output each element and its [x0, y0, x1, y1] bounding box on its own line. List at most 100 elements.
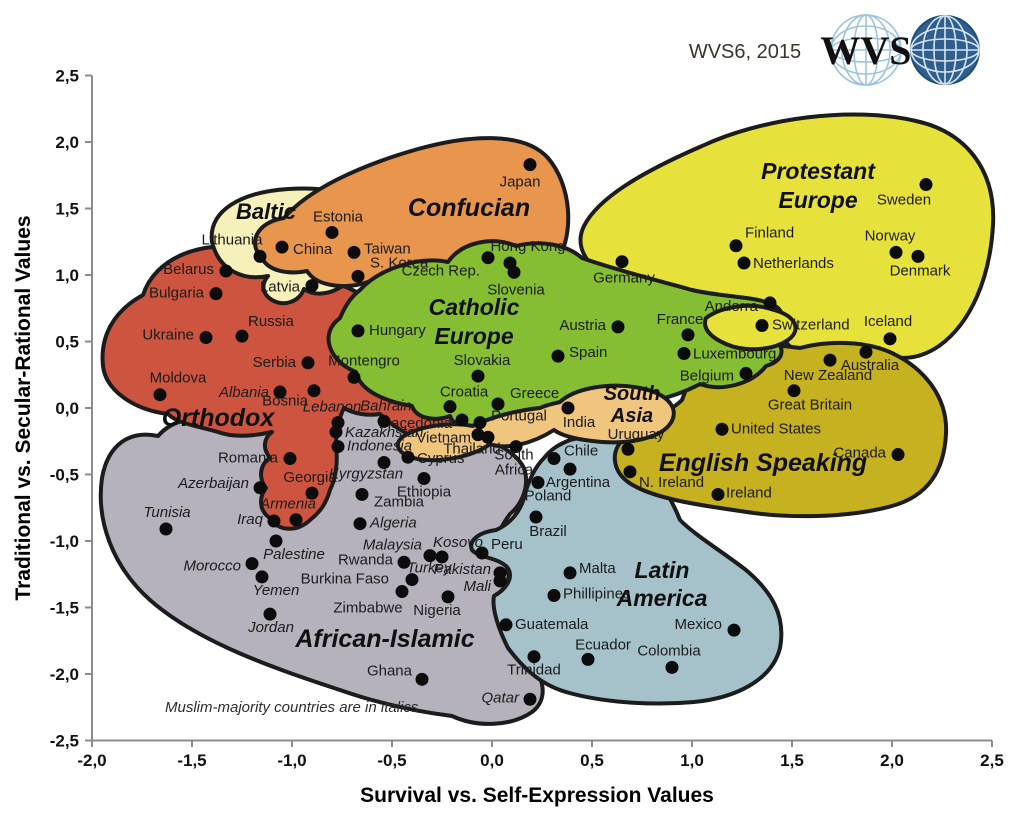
country-label-japan: Japan — [500, 174, 541, 191]
country-label-morocco: Morocco — [183, 558, 241, 575]
country-label-algeria: Algeria — [369, 515, 417, 532]
country-dot-ireland — [711, 487, 725, 501]
country-label-canada: Canada — [833, 445, 886, 462]
x-tick-label: -0,5 — [377, 751, 406, 770]
country-dot-india — [561, 401, 575, 415]
country-dot-bosnia — [307, 384, 321, 398]
country-label-kazakhstan: Kazakhstan — [345, 424, 423, 441]
wvs-logo: WVS — [820, 14, 912, 86]
country-label-zambia: Zambia — [374, 493, 425, 510]
country-dot-kyrgyzstan — [377, 456, 391, 470]
x-tick-label: -1,5 — [177, 751, 206, 770]
country-dot-jordan — [263, 607, 277, 621]
country-label-spain: Spain — [569, 344, 607, 361]
country-label-burkina-faso: Burkina Faso — [301, 571, 389, 588]
country-label-croatia: Croatia — [440, 384, 489, 401]
country-dot-iraq — [267, 514, 281, 528]
country-dot-taiwan — [347, 245, 361, 259]
country-label-vietnam: Vietnam — [416, 430, 471, 447]
country-dot-slovenia — [507, 265, 521, 279]
country-dot-nigeria — [441, 590, 455, 604]
country-label-bulgaria: Bulgaria — [149, 285, 205, 302]
country-label-russia: Russia — [248, 313, 295, 330]
country-label-sweden: Sweden — [877, 192, 931, 209]
country-label-guatemala: Guatemala — [515, 616, 589, 633]
zone-label-english-speaking: English Speaking — [659, 449, 867, 477]
country-dot-yemen — [255, 570, 269, 584]
country-dot-armenia — [289, 513, 303, 527]
country-dot-qatar — [523, 692, 537, 706]
country-dot-canada — [891, 448, 905, 462]
country-label-australia: Australia — [841, 357, 900, 374]
country-label-armenia: Armenia — [259, 496, 316, 513]
zone-catholic-europe — [326, 239, 785, 429]
country-label-kyrgyzstan: Kyrgyzstan — [329, 466, 403, 483]
country-label-brazil: Brazil — [529, 523, 567, 540]
country-dot-zambia — [355, 487, 369, 501]
country-label-ukraine: Ukraine — [142, 327, 194, 344]
country-dot-kazakhstan — [329, 425, 343, 439]
country-dot-ukraine — [199, 331, 213, 345]
y-tick-label: -0,5 — [50, 466, 79, 485]
y-tick-label: 0,0 — [55, 399, 79, 418]
country-label-zimbabwe: Zimbabwe — [333, 600, 402, 617]
country-dot-spain — [551, 349, 565, 363]
zone-label-african-islamic: African-Islamic — [294, 625, 474, 653]
country-label-great-britain: Great Britain — [768, 397, 852, 414]
country-label-bahrain: Bahrain — [360, 397, 412, 414]
country-dot-mexico — [727, 623, 741, 637]
country-label-poland: Poland — [525, 487, 572, 504]
axes: -2,0 -1,5 -1,0 -0,5 0,0 0,5 1,0 1,5 2,0 2,5 2,5 2,0… — [50, 67, 1004, 771]
country-dot-georgia — [305, 486, 319, 500]
country-label-serbia: Serbia — [253, 354, 297, 371]
country-label-belgium: Belgium — [680, 367, 734, 384]
country-label-new-zealand: New Zealand — [784, 367, 872, 384]
country-label-austria: Austria — [559, 317, 606, 334]
country-dot-portugal — [473, 416, 487, 430]
country-dot-australia — [859, 345, 873, 359]
zone-label-protestant-europe: Protestant Europe — [761, 158, 876, 213]
country-dot-peru — [475, 546, 489, 560]
country-label-colombia: Colombia — [637, 642, 701, 659]
country-dot-bulgaria — [209, 287, 223, 301]
y-axis-title: Traditional vs. Secular-Rational Values — [12, 215, 35, 600]
country-label-estonia: Estonia — [313, 208, 364, 225]
x-tick-label: 0,0 — [480, 751, 504, 770]
country-label-kosovo: Kosovo — [433, 534, 483, 551]
country-label-portugal: Portugal — [491, 408, 547, 425]
country-label-hungary: Hungary — [369, 322, 426, 339]
country-label-switzerland: Switzerland — [772, 317, 850, 334]
country-dot-austria — [611, 320, 625, 334]
country-label-malaysia: Malaysia — [363, 537, 422, 554]
country-dot-burkina-faso — [395, 585, 409, 599]
country-dot-uruguay — [621, 442, 635, 456]
country-dot-azerbaijan — [253, 481, 267, 495]
country-dot-indonesia — [331, 440, 345, 454]
zone-south-asia — [395, 383, 676, 463]
country-label-latvia: Latvia — [260, 279, 301, 296]
country-label-uruguay: Uruguay — [608, 426, 665, 443]
country-label-romania: Romania — [218, 450, 279, 467]
country-dot-russia — [235, 329, 249, 343]
country-label-netherlands: Netherlands — [753, 255, 834, 272]
country-label-trinidad: Trinidad — [507, 662, 561, 679]
country-dot-moldova — [153, 388, 167, 402]
country-label-s-korea: S. Korea — [370, 254, 429, 271]
country-label-bosnia: Bosnia — [262, 393, 309, 410]
country-dot-luxembourg — [677, 346, 691, 360]
country-dot-latvia — [305, 279, 319, 293]
country-dot-ecuador — [581, 652, 595, 666]
country-label-taiwan: Taiwan — [364, 240, 411, 257]
globe-logo — [910, 15, 980, 85]
country-label-iraq: Iraq — [237, 511, 264, 528]
country-dot-phillipines — [547, 589, 561, 603]
x-tick-label: 2,0 — [880, 751, 904, 770]
country-label-china: China — [293, 241, 333, 258]
country-dot-cyprus — [401, 450, 415, 464]
country-dot-andorra — [763, 296, 777, 310]
country-dot-estonia — [325, 225, 339, 239]
country-label-lithuania: Lithuania — [202, 231, 264, 248]
y-tick-label: 2,5 — [55, 67, 79, 86]
country-label-pakistan: Pakistan — [433, 561, 491, 578]
